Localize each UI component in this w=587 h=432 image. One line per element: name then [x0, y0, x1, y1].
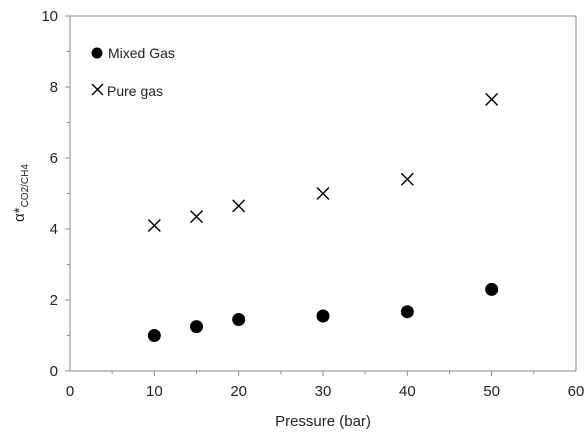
y-axis-label: α*CO2/CH4 [11, 164, 31, 222]
point-mixed-gas [485, 282, 499, 296]
y-axis-label-sub: CO2/CH4 [20, 164, 31, 208]
legend: Mixed Gas Pure gas [91, 45, 175, 99]
y-axis-label-main: α* [11, 207, 28, 222]
point-mixed-gas [316, 309, 330, 323]
x-tick-label: 40 [399, 383, 416, 400]
y-tick-label: 2 [50, 292, 58, 309]
point-mixed-gas [190, 320, 203, 334]
point-pure-gas [400, 172, 414, 186]
point-pure-gas [190, 210, 203, 224]
point-mixed-gas [400, 305, 414, 319]
point-mixed-gas [147, 329, 161, 342]
y-tick-label: 10 [41, 8, 58, 25]
x-tick-label: 60 [568, 383, 585, 400]
legend-marker-pure-gas [91, 83, 104, 96]
y-tick-label: 8 [50, 79, 58, 96]
y-tick-label: 0 [50, 363, 58, 380]
x-tick-label: 10 [146, 383, 163, 400]
x-tick-label: 30 [315, 383, 332, 400]
y-axis-ticks: 0 2 4 6 8 10 [41, 8, 70, 380]
x-axis-ticks: 0 10 20 30 40 50 60 [66, 371, 585, 400]
y-tick-label: 4 [50, 221, 58, 238]
x-tick-label: 20 [230, 383, 247, 400]
point-pure-gas [232, 199, 246, 213]
point-mixed-gas [232, 313, 246, 327]
legend-label-pure-gas: Pure gas [107, 83, 163, 99]
point-pure-gas [147, 218, 161, 232]
y-tick-label: 6 [50, 150, 58, 167]
point-pure-gas [485, 92, 499, 106]
point-pure-gas [316, 187, 330, 200]
legend-label-mixed-gas: Mixed Gas [108, 45, 175, 61]
legend-marker-mixed-gas [91, 47, 103, 59]
data-marks [147, 92, 499, 342]
x-axis-label: Pressure (bar) [275, 413, 371, 430]
x-tick-label: 0 [66, 383, 74, 400]
x-tick-label: 50 [483, 383, 500, 400]
